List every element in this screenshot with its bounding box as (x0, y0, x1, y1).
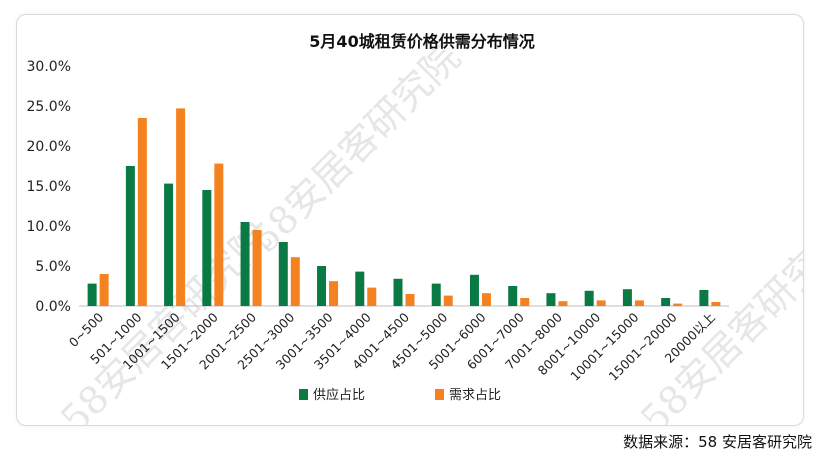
demand-bar (634, 300, 644, 306)
supply-bar (431, 283, 441, 306)
supply-bar (125, 166, 135, 306)
supply-bar (469, 274, 479, 306)
y-axis-ticks: 0.0% 5.0% 10.0% 15.0% 20.0% 25.0% 30.0% (27, 59, 71, 315)
supply-bar (546, 293, 556, 306)
y-tick-label: 20.0% (27, 139, 71, 155)
demand-bar (405, 294, 415, 306)
supply-bar (317, 266, 327, 306)
demand-bar (290, 257, 300, 306)
supply-bar (508, 286, 518, 306)
bars (87, 108, 721, 307)
demand-bar (367, 287, 377, 306)
source-note: 数据来源：58 安居客研究院 (623, 433, 812, 451)
demand-bar (443, 295, 453, 306)
demand-bar (481, 293, 491, 306)
y-tick-label: 5.0% (35, 259, 71, 275)
y-tick-label: 30.0% (27, 59, 71, 75)
supply-bar (202, 190, 212, 306)
supply-bar (699, 290, 709, 306)
demand-bar (558, 301, 568, 306)
demand-bar (673, 303, 683, 306)
demand-bar (214, 163, 224, 306)
demand-bar (137, 118, 147, 306)
supply-bar (393, 278, 403, 306)
demand-bar (596, 300, 606, 306)
supply-bar (278, 242, 288, 306)
legend: 供应占比 需求占比 (299, 387, 501, 403)
legend-swatch-supply (299, 389, 308, 400)
demand-bar (176, 108, 186, 307)
supply-bar (355, 271, 365, 306)
watermark-text: 58安居客研究院 (242, 35, 469, 262)
demand-bar (711, 302, 721, 306)
supply-bar (164, 183, 174, 306)
y-tick-label: 0.0% (35, 299, 71, 315)
demand-bar (520, 298, 530, 306)
supply-bar (584, 290, 594, 306)
chart-card: 58安居客研究院 58安居客研究院 58安居客研究院 5月40城租赁价格供需分布情况… (16, 14, 804, 426)
y-tick-label: 15.0% (27, 179, 71, 195)
y-tick-label: 25.0% (27, 99, 71, 115)
legend-swatch-demand (435, 389, 444, 400)
legend-label-demand: 需求占比 (449, 388, 501, 403)
demand-bar (329, 281, 339, 306)
legend-label-supply: 供应占比 (313, 387, 365, 403)
supply-bar (622, 289, 632, 306)
supply-bar (87, 283, 97, 306)
x-tick-label: 10001~15000 (567, 309, 641, 383)
supply-bar (661, 298, 671, 306)
y-tick-label: 10.0% (27, 219, 71, 235)
supply-bar (240, 222, 250, 306)
chart-title: 5月40城租赁价格供需分布情况 (309, 32, 534, 51)
demand-bar (252, 230, 262, 306)
demand-bar (99, 274, 109, 306)
